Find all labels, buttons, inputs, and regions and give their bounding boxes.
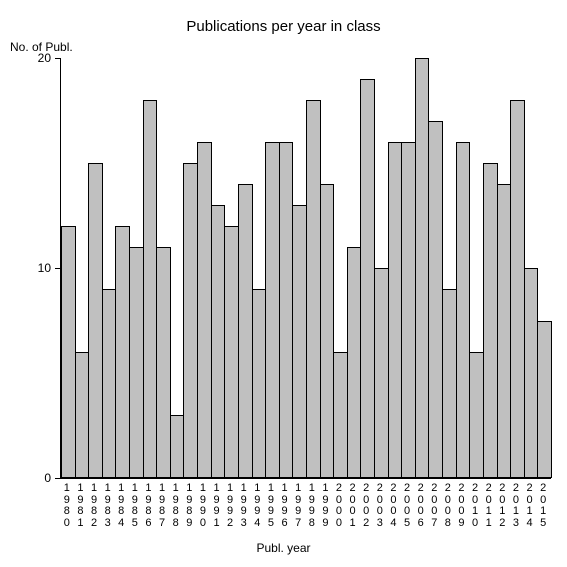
bar bbox=[102, 289, 117, 478]
bar bbox=[347, 247, 362, 478]
bar bbox=[88, 163, 103, 478]
x-tick-label: 1 9 8 5 bbox=[128, 480, 142, 529]
bar bbox=[388, 142, 403, 478]
x-axis-title: Publ. year bbox=[0, 541, 567, 555]
x-tick-label: 2 0 0 9 bbox=[455, 480, 469, 529]
chart-container: Publications per year in class No. of Pu… bbox=[0, 0, 567, 567]
bar bbox=[415, 58, 430, 478]
x-tick-label: 1 9 9 0 bbox=[196, 480, 210, 529]
bar bbox=[183, 163, 198, 478]
x-tick-label: 2 0 0 1 bbox=[346, 480, 360, 529]
x-tick-label: 2 0 1 2 bbox=[496, 480, 510, 529]
x-tick-label: 2 0 0 4 bbox=[387, 480, 401, 529]
x-tick-label: 1 9 9 4 bbox=[251, 480, 265, 529]
x-tick-label: 2 0 0 3 bbox=[373, 480, 387, 529]
bar bbox=[374, 268, 389, 478]
bars-group bbox=[61, 58, 551, 478]
x-tick-label: 1 9 9 9 bbox=[319, 480, 333, 529]
x-tick-label: 2 0 1 1 bbox=[482, 480, 496, 529]
x-tick-label: 2 0 0 7 bbox=[427, 480, 441, 529]
bar bbox=[197, 142, 212, 478]
x-tick-label: 1 9 8 6 bbox=[142, 480, 156, 529]
bar bbox=[442, 289, 457, 478]
x-axis-labels: 1 9 8 01 9 8 11 9 8 21 9 8 31 9 8 41 9 8… bbox=[60, 480, 550, 529]
bar bbox=[524, 268, 539, 478]
bar bbox=[61, 226, 76, 478]
chart-title: Publications per year in class bbox=[0, 18, 567, 35]
x-tick-label: 2 0 0 2 bbox=[359, 480, 373, 529]
bar bbox=[469, 352, 484, 478]
bar bbox=[143, 100, 158, 478]
x-tick-label: 2 0 1 0 bbox=[468, 480, 482, 529]
bar bbox=[75, 352, 90, 478]
x-tick-label: 1 9 8 3 bbox=[101, 480, 115, 529]
bar bbox=[320, 184, 335, 478]
x-tick-label: 1 9 8 0 bbox=[60, 480, 74, 529]
y-tick-label: 10 bbox=[38, 261, 61, 275]
bar bbox=[224, 226, 239, 478]
bar bbox=[333, 352, 348, 478]
x-tick-label: 1 9 9 6 bbox=[278, 480, 292, 529]
x-tick-label: 1 9 8 1 bbox=[74, 480, 88, 529]
bar bbox=[306, 100, 321, 478]
bar bbox=[456, 142, 471, 478]
x-tick-label: 1 9 8 2 bbox=[87, 480, 101, 529]
bar bbox=[483, 163, 498, 478]
x-tick-label: 2 0 0 6 bbox=[414, 480, 428, 529]
x-tick-label: 1 9 9 3 bbox=[237, 480, 251, 529]
x-tick-label: 1 9 8 9 bbox=[182, 480, 196, 529]
bar bbox=[497, 184, 512, 478]
bar bbox=[360, 79, 375, 478]
plot-area: 01020 bbox=[60, 58, 551, 479]
bar bbox=[510, 100, 525, 478]
bar bbox=[156, 247, 171, 478]
bar bbox=[265, 142, 280, 478]
x-tick-label: 1 9 8 4 bbox=[114, 480, 128, 529]
bar bbox=[428, 121, 443, 478]
x-tick-label: 2 0 0 5 bbox=[400, 480, 414, 529]
x-tick-label: 1 9 8 7 bbox=[155, 480, 169, 529]
bar bbox=[129, 247, 144, 478]
x-tick-label: 1 9 9 5 bbox=[264, 480, 278, 529]
bar bbox=[170, 415, 185, 478]
bar bbox=[279, 142, 294, 478]
bar bbox=[211, 205, 226, 478]
bar bbox=[252, 289, 267, 478]
x-tick-label: 1 9 8 8 bbox=[169, 480, 183, 529]
x-tick-label: 2 0 0 0 bbox=[332, 480, 346, 529]
x-tick-label: 2 0 1 5 bbox=[536, 480, 550, 529]
x-tick-label: 2 0 1 3 bbox=[509, 480, 523, 529]
y-tick-label: 20 bbox=[38, 51, 61, 65]
x-tick-label: 1 9 9 2 bbox=[223, 480, 237, 529]
bar bbox=[537, 321, 552, 479]
bar bbox=[292, 205, 307, 478]
x-tick-label: 1 9 9 7 bbox=[291, 480, 305, 529]
y-tick-label: 0 bbox=[44, 471, 61, 485]
x-tick-label: 1 9 9 1 bbox=[210, 480, 224, 529]
x-tick-label: 1 9 9 8 bbox=[305, 480, 319, 529]
bar bbox=[115, 226, 130, 478]
x-tick-label: 2 0 0 8 bbox=[441, 480, 455, 529]
bar bbox=[238, 184, 253, 478]
bar bbox=[401, 142, 416, 478]
x-tick-label: 2 0 1 4 bbox=[523, 480, 537, 529]
